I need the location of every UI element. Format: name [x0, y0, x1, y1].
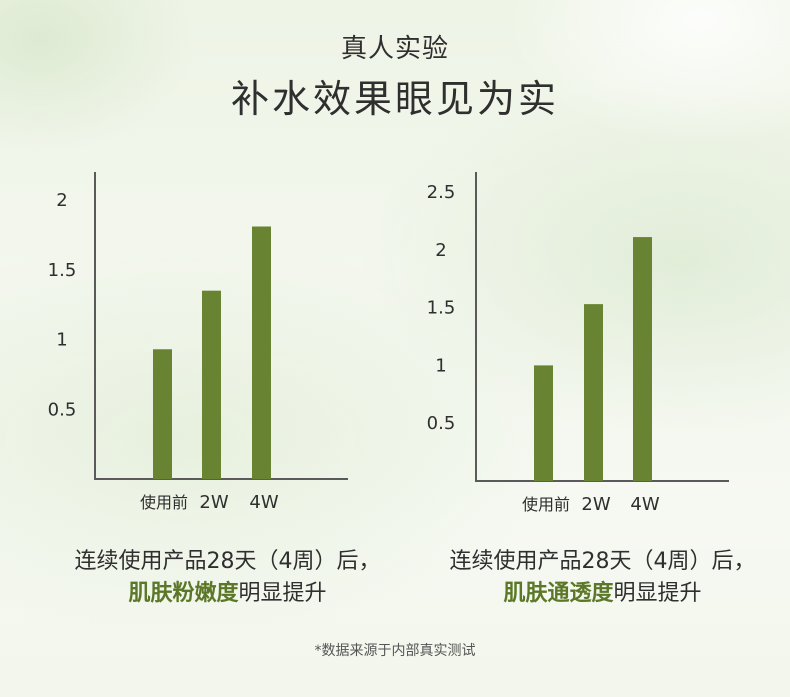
- bar-1: [584, 304, 603, 481]
- caption-right-line2: 肌肤通透度明显提升: [405, 578, 790, 610]
- caption-right: 连续使用产品28天（4周）后， 肌肤通透度明显提升: [405, 546, 790, 610]
- caption-right-rest: 明显提升: [613, 581, 702, 606]
- y-tick-label: 2: [56, 190, 67, 211]
- y-tick-label: 0.5: [48, 399, 77, 420]
- caption-left-highlight: 肌肤粉嫩度: [128, 581, 239, 606]
- caption-right-line1: 连续使用产品28天（4周）后，: [449, 549, 756, 574]
- y-tick-label: 1.5: [48, 260, 77, 281]
- category-label: 2W: [199, 492, 228, 513]
- category-label: 4W: [630, 494, 659, 515]
- caption-left-line1: 连续使用产品28天（4周）后，: [74, 549, 381, 574]
- page-title: 补水效果眼见为实: [230, 77, 559, 121]
- caption-left-rest: 明显提升: [238, 581, 327, 606]
- caption-right-highlight: 肌肤通透度: [503, 581, 614, 606]
- y-tick-label: 1: [435, 355, 446, 376]
- y-tick-label: 2: [435, 240, 446, 261]
- category-label: 使用前: [522, 495, 570, 514]
- bar-0: [534, 365, 553, 481]
- category-label: 2W: [581, 494, 610, 515]
- page-subtitle: 真人实验: [340, 34, 449, 64]
- bar-2: [252, 226, 271, 479]
- bar-2: [633, 237, 652, 481]
- y-tick-label: 1.5: [427, 298, 456, 319]
- bar-0: [153, 349, 172, 479]
- y-tick-label: 2.5: [427, 182, 456, 203]
- caption-left: 连续使用产品28天（4周）后， 肌肤粉嫩度明显提升: [30, 546, 425, 610]
- category-label: 4W: [249, 492, 278, 513]
- y-tick-label: 0.5: [427, 413, 456, 434]
- bar-1: [202, 290, 221, 479]
- footnote: *数据来源于内部真实测试: [314, 643, 476, 659]
- caption-left-line2: 肌肤粉嫩度明显提升: [30, 578, 425, 610]
- y-tick-label: 1: [56, 330, 67, 351]
- category-label: 使用前: [140, 493, 188, 512]
